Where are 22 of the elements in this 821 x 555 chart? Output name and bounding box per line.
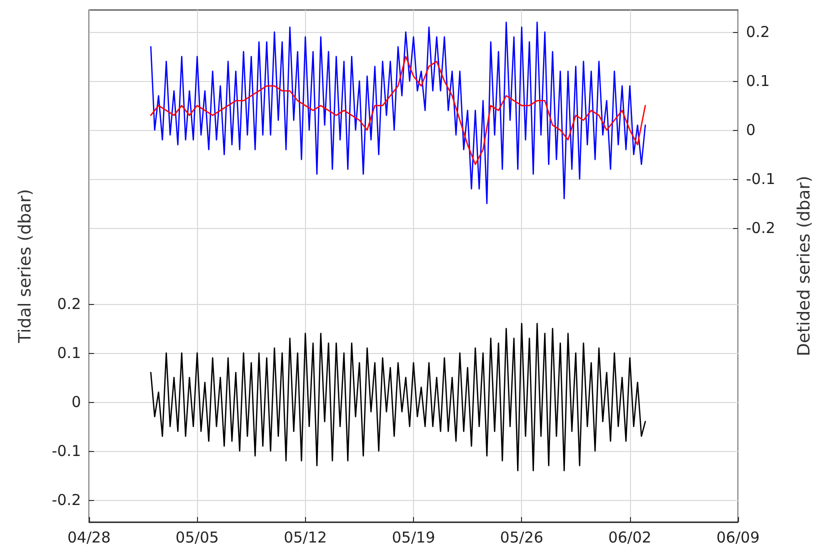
x-tick-label: 06/09 — [716, 528, 760, 546]
y-axis-title: Tidal series (dbar) — [16, 189, 36, 344]
y-tick-label: -0.1 — [52, 442, 81, 460]
y2-tick-label: 0.2 — [746, 23, 770, 42]
line-series — [150, 56, 646, 165]
y-tick-label: 0.1 — [57, 344, 81, 362]
y2-tick-label: -0.1 — [746, 170, 776, 188]
x-tick-label: 05/12 — [284, 528, 327, 546]
y-tick-label: 0 — [71, 392, 81, 411]
x-tick-label: 05/19 — [392, 528, 436, 546]
y2-tick-label: -0.2 — [746, 219, 776, 238]
x-tick-label: 04/28 — [67, 528, 111, 546]
line-series — [150, 22, 646, 204]
line-series — [150, 322, 646, 472]
y-tick-label: 0.2 — [57, 294, 81, 313]
x-tick-label: 05/05 — [176, 528, 219, 546]
y-tick-label: -0.2 — [52, 490, 81, 509]
y2-tick-label: 0.1 — [746, 72, 770, 90]
x-tick-label: 05/26 — [500, 528, 544, 546]
y2-tick-label: 0 — [746, 121, 756, 140]
y2-axis-title: Detided series (dbar) — [794, 176, 814, 356]
x-tick-label: 06/02 — [608, 528, 652, 546]
